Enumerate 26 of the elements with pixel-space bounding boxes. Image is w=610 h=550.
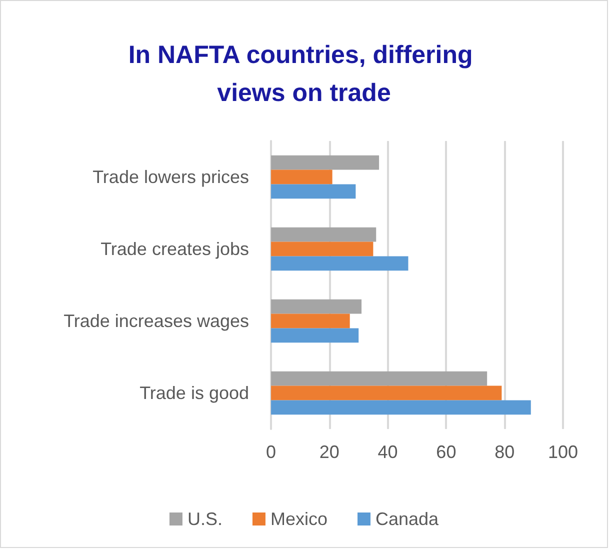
y-tick-label: Trade increases wages: [64, 311, 249, 331]
chart-title: In NAFTA countries, differing views on trade: [128, 41, 480, 107]
x-tick-label: 100: [548, 442, 578, 462]
bar: [271, 170, 332, 184]
bar: [271, 256, 408, 271]
bar: [271, 242, 374, 256]
x-tick-label: 60: [436, 442, 456, 462]
x-tick-label: 40: [378, 442, 398, 462]
bar: [271, 299, 362, 314]
x-tick-label: 80: [494, 442, 515, 462]
y-tick-label: Trade lowers prices: [92, 167, 249, 187]
bar: [271, 371, 488, 386]
x-tick-label: 0: [266, 442, 276, 462]
legend-label: Mexico: [270, 509, 328, 529]
y-tick-label: Trade creates jobs: [100, 239, 249, 259]
y-tick-label: Trade is good: [140, 383, 249, 403]
x-tick-label: 20: [319, 442, 340, 462]
bar: [271, 400, 531, 415]
legend-label: Canada: [375, 509, 440, 529]
bar: [271, 314, 350, 328]
bar: [271, 155, 380, 170]
bar: [271, 328, 359, 343]
bar: [271, 184, 356, 199]
legend-label: U.S.: [187, 509, 222, 529]
bar: [271, 227, 376, 242]
bar: [271, 386, 502, 400]
